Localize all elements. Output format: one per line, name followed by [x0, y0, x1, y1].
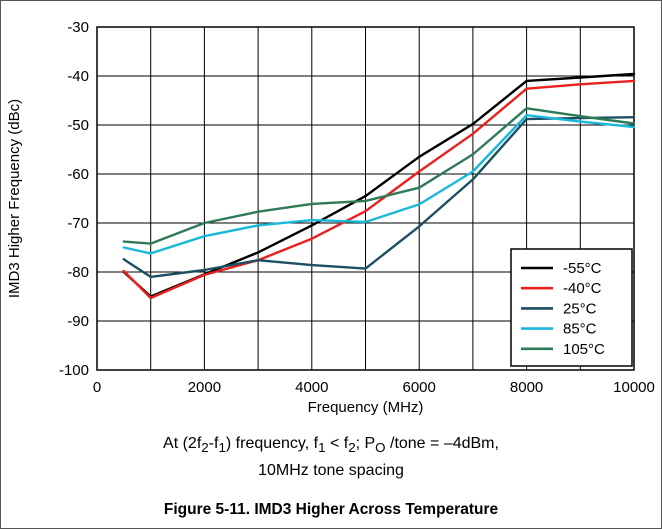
x-tick-label: 4000 — [295, 379, 328, 396]
series-line — [122, 115, 636, 279]
y-tick-label: -30 — [67, 19, 89, 36]
x-tick-label: 2000 — [188, 379, 221, 396]
x-axis-label: Frequency (MHz) — [308, 399, 424, 416]
legend-label: -55°C — [563, 260, 602, 277]
y-tick-label: -40 — [67, 68, 89, 85]
caption-text: ; P — [355, 435, 376, 452]
legend-label: 85°C — [563, 321, 597, 338]
y-tick-label: -50 — [67, 117, 89, 134]
x-tick-label: 8000 — [510, 379, 543, 396]
x-tick-label: 6000 — [403, 379, 436, 396]
caption-text: < f — [325, 435, 349, 452]
axes: 0 2000 4000 6000 8000 10000 -100 -90 -80 -70 -60 -5… — [59, 19, 655, 396]
caption-text: ) frequency, f — [225, 435, 319, 452]
caption-line-2: 10MHz tone spacing — [258, 462, 404, 479]
y-tick-label: -100 — [59, 362, 89, 379]
series-lines — [122, 72, 636, 300]
legend-label: 105°C — [563, 341, 605, 358]
y-tick-label: -80 — [67, 264, 89, 281]
caption-subscript: 2 — [348, 440, 356, 456]
caption-subscript: 1 — [318, 440, 326, 456]
legend-label: 25°C — [563, 300, 597, 317]
y-tick-label: -60 — [67, 166, 89, 183]
caption-line-1: At (2f2-f1) frequency, f1 < f2; PO /tone… — [0, 435, 662, 455]
caption-subscript: O — [375, 440, 386, 456]
x-tick-label: 10000 — [613, 379, 655, 396]
x-tick-label: 0 — [93, 379, 101, 396]
y-axis-label: IMD3 Higher Frequency (dBc) — [6, 99, 23, 298]
caption-text: -f — [208, 435, 219, 452]
caption-text: At (2f — [163, 435, 202, 452]
y-tick-label: -90 — [67, 313, 89, 330]
y-tick-label: -70 — [67, 215, 89, 232]
imd3-chart: 0 2000 4000 6000 8000 10000 -100 -90 -80 -70 -60 -5… — [6, 19, 655, 416]
series-line — [122, 107, 636, 245]
legend: -55°C -40°C 25°C 85°C 105°C — [510, 248, 633, 367]
legend-label: -40°C — [563, 280, 602, 297]
figure-title: Figure 5-11. IMD3 Higher Across Temperat… — [163, 501, 499, 518]
caption-subscript: 1 — [218, 440, 226, 456]
caption-subscript: 2 — [201, 440, 209, 456]
series-line — [122, 79, 636, 300]
caption-text: /tone = –4dBm, — [385, 435, 499, 452]
plot-border — [96, 26, 635, 371]
series-line — [122, 113, 636, 255]
